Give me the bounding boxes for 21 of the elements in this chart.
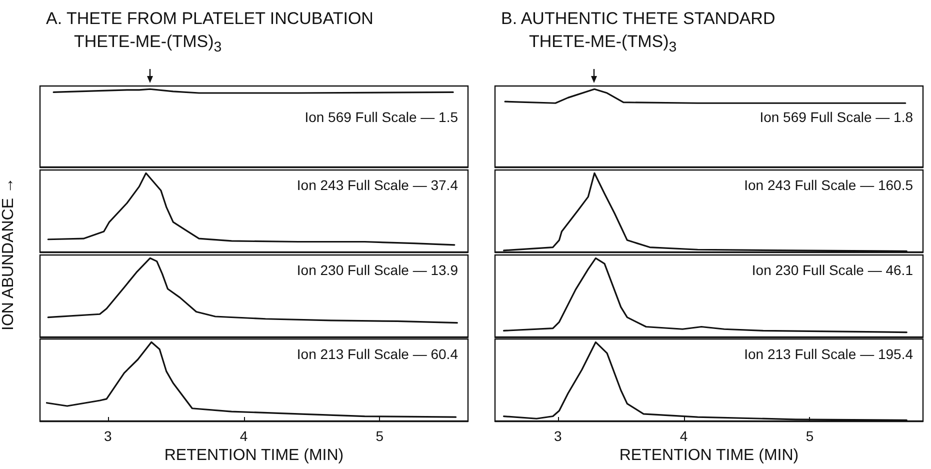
annotation: Ion 569 Full Scale — 1.8 [760,109,913,126]
x-tick-label: 5 [806,428,814,444]
y-axis-title: ION ABUNDANCE → [0,178,18,330]
chart-title: B. AUTHENTIC THETE STANDARD [501,9,776,29]
annotation: Ion 230 Full Scale — 13.9 [296,262,458,278]
annotation: Ion 243 Full Scale — 37.4 [296,177,458,194]
x-tick-label: 4 [240,428,248,444]
annotation: Ion 230 Full Scale — 46.1 [752,262,913,278]
annotation: Ion 569 Full Scale — 1.5 [304,109,458,126]
chart-title: A. THETE FROM PLATELET INCUBATION [46,9,374,29]
x-axis-title: RETENTION TIME (MIN) [164,447,344,465]
annotation: Ion 213 Full Scale — 60.4 [296,346,458,362]
x-tick-label: 5 [376,428,384,444]
x-tick-label: 3 [104,428,112,444]
x-tick-label: 4 [680,428,688,444]
annotation: Ion 213 Full Scale — 195.4 [744,346,913,362]
x-tick-label: 3 [554,428,562,444]
chart-subtitle: THETE-ME-(TMS)$_{3}$ [529,32,677,56]
annotation: Ion 243 Full Scale — 160.5 [744,177,913,194]
x-axis-title: RETENTION TIME (MIN) [619,447,799,465]
chart-subtitle: THETE-ME-(TMS)$_{3}$ [74,32,222,56]
